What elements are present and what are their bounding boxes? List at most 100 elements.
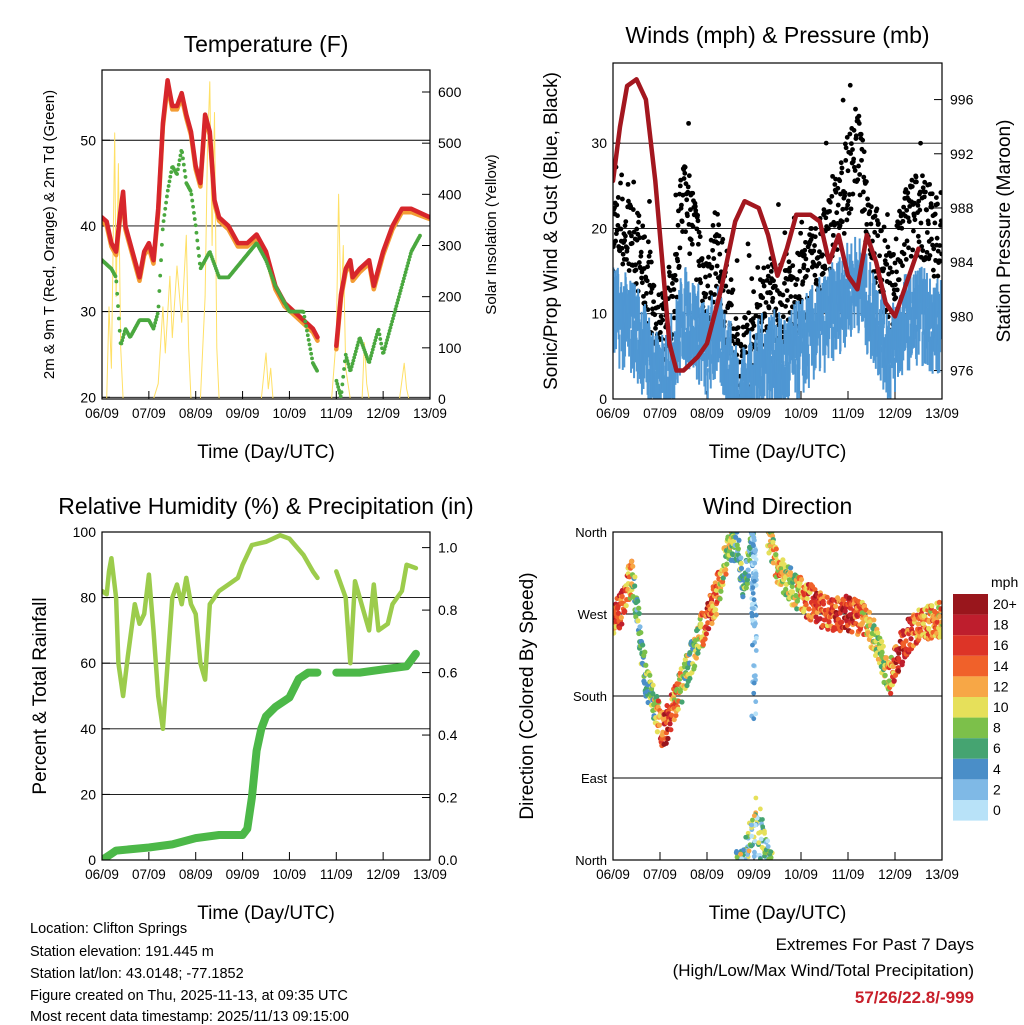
gust-point [670, 294, 676, 299]
x-tick-label: 06/09 [85, 867, 119, 882]
gust-point [858, 131, 864, 137]
gust-point [874, 206, 880, 212]
direction-point [804, 595, 810, 602]
y-tick-label: North [575, 525, 607, 540]
gust-point [817, 249, 822, 255]
gust-point [905, 190, 911, 196]
gust-point [914, 179, 919, 185]
dewpoint-point [168, 174, 173, 179]
dewpoint-point [113, 274, 118, 279]
direction-point [788, 565, 794, 571]
direction-point [665, 735, 671, 742]
direction-point [616, 625, 623, 631]
plot-frame [612, 62, 943, 400]
dewpoint-point [334, 378, 339, 383]
gust-point [802, 247, 808, 253]
gust-point [672, 272, 678, 278]
direction-point [655, 698, 662, 704]
dewpoint-point [350, 361, 355, 366]
gust-point [644, 290, 649, 296]
x-tick-label: 08/09 [179, 867, 213, 882]
plot-area [102, 533, 420, 860]
gust-point [706, 254, 711, 260]
gust-point [796, 294, 802, 299]
y-axis-label: 2m & 9m T (Red, Orange) & 2m Td (Green) [41, 90, 58, 379]
gust-point [837, 178, 843, 184]
direction-point [749, 833, 755, 839]
gust-point [816, 261, 822, 266]
legend-label: 18 [993, 617, 1009, 633]
direction-point [751, 680, 757, 686]
direction-point [632, 583, 638, 589]
direction-point [920, 621, 926, 627]
direction-point [650, 691, 656, 697]
dewpoint-point [387, 328, 392, 333]
x-tick-label: 07/09 [643, 406, 677, 421]
dewpoint-point [393, 307, 398, 312]
gust-point [686, 120, 691, 126]
dewpoint-point [302, 314, 307, 319]
direction-point [899, 659, 906, 665]
gust-point [620, 251, 626, 257]
gust-point [931, 273, 937, 279]
direction-point [752, 849, 757, 855]
y-tick-label: 0 [599, 391, 607, 407]
direction-point [667, 721, 673, 727]
gust-point [848, 206, 854, 212]
gust-point [773, 283, 778, 289]
dewpoint-point [308, 347, 313, 352]
gust-point [853, 133, 859, 139]
direction-point [750, 817, 755, 823]
direction-point [713, 611, 720, 617]
dewpoint-point [161, 219, 166, 224]
direction-point [756, 840, 762, 846]
dewpoint-point [159, 258, 163, 263]
gust-point [917, 207, 923, 213]
gust-point [744, 322, 750, 328]
direction-point [619, 593, 625, 600]
gust-point [667, 273, 673, 279]
gust-point [835, 202, 841, 208]
gust-point [615, 213, 620, 219]
direction-point [738, 555, 744, 561]
direction-point [724, 561, 730, 567]
direction-point [773, 551, 779, 558]
gust-point [851, 156, 857, 162]
direction-point [663, 740, 669, 746]
series-line-2m-t [102, 78, 430, 349]
y2-tick-label: 0 [438, 391, 446, 407]
legend-label: 16 [993, 637, 1009, 653]
gust-point [801, 262, 807, 268]
elevation-text: Station elevation: 191.445 m [30, 944, 214, 960]
gust-point [839, 219, 845, 225]
gust-point [859, 157, 864, 163]
gust-point [837, 223, 843, 228]
direction-point [687, 650, 693, 656]
x-tick-label: 11/09 [832, 867, 865, 882]
gust-point [881, 224, 887, 230]
gust-point [906, 245, 911, 251]
gust-point [791, 275, 796, 281]
gust-point [786, 259, 792, 265]
gust-point [703, 291, 709, 297]
y2-tick-label: 200 [438, 289, 462, 305]
gust-point [931, 246, 937, 252]
dewpoint-point [339, 390, 344, 395]
gust-point [675, 222, 681, 228]
gust-point [809, 226, 814, 231]
direction-point [734, 532, 740, 535]
direction-point [723, 571, 729, 577]
dewpoint-point [352, 355, 357, 360]
gust-point [755, 265, 761, 270]
y-axis-label: Direction (Colored By Speed) [517, 572, 538, 819]
direction-point [656, 722, 662, 728]
panel-dir: Wind Direction Time (Day/UTC) Direction (C… [517, 493, 1018, 924]
dewpoint-point [306, 337, 311, 342]
direction-point [647, 672, 653, 678]
gust-point [797, 268, 803, 274]
gust-point [694, 277, 699, 283]
gust-point [881, 266, 887, 272]
gust-point [893, 236, 899, 242]
direction-point [654, 693, 660, 700]
legend-swatch [953, 655, 988, 677]
